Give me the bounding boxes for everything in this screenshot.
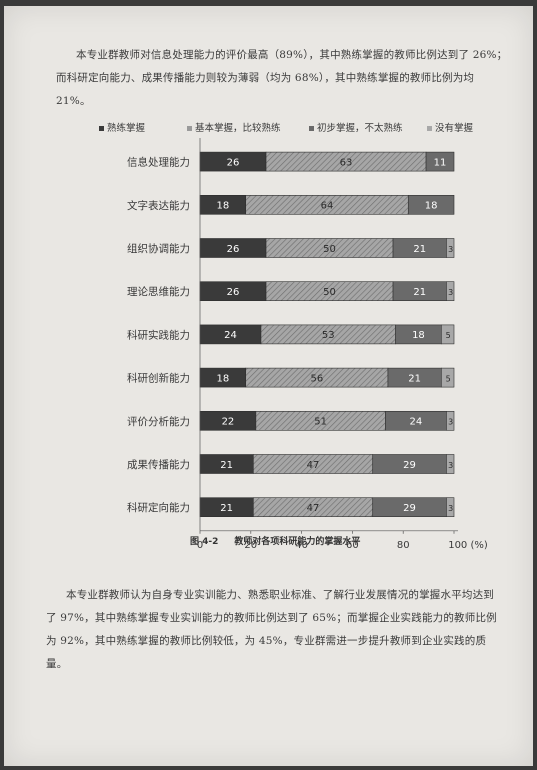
data-label: 26 [227, 287, 240, 298]
data-label: 11 [434, 157, 447, 168]
bar-segment [440, 324, 455, 345]
category-label: 科研定向能力 [127, 501, 190, 514]
book-page: 本专业群教师对信息处理能力的评价最高（89%），其中熟练掌握的教师比例达到了 2… [4, 6, 533, 766]
figure-title: 教师对各项科研能力的掌握水平 [234, 537, 361, 547]
x-tick-label: 100 (%) [448, 540, 488, 551]
data-label: 47 [307, 460, 320, 471]
legend-item-series-3: 没有掌握 [427, 120, 473, 134]
data-label: 21 [408, 373, 421, 384]
data-label: 3 [448, 461, 453, 470]
data-label: 50 [323, 287, 336, 298]
bar-segment [446, 497, 455, 518]
bar-segment [446, 281, 455, 302]
data-label: 63 [340, 157, 353, 168]
data-label: 3 [448, 418, 453, 427]
category-label: 评价分析能力 [127, 415, 190, 428]
legend-item-series-2: 初步掌握，不太熟练 [309, 120, 403, 134]
bar-segment [446, 454, 455, 474]
figure-number: 图 4-2 [190, 537, 219, 547]
data-label: 50 [323, 244, 336, 255]
data-label: 51 [314, 417, 327, 428]
bar-segment [407, 195, 455, 215]
chart-legend: 熟练掌握 基本掌握，比较熟练 初步掌握，不太熟练 没有掌握 [99, 120, 509, 136]
data-label: 29 [403, 460, 416, 471]
bar-segment [446, 238, 455, 258]
category-label: 科研创新能力 [127, 372, 190, 385]
data-label: 18 [412, 330, 425, 341]
data-label: 5 [446, 374, 451, 383]
x-tick-label: 60 [346, 540, 359, 551]
data-label: 18 [216, 373, 229, 384]
paragraph-top: 本专业群教师对信息处理能力的评价最高（89%），其中熟练掌握的教师比例达到了 2… [56, 49, 508, 107]
bar-segment [440, 367, 455, 388]
data-label: 47 [307, 503, 320, 514]
data-label: 21 [220, 460, 233, 471]
bar-segment [425, 151, 455, 172]
legend-item-series-0: 熟练掌握 [99, 120, 145, 134]
data-label: 21 [413, 287, 426, 298]
data-label: 3 [448, 504, 453, 513]
data-label: 21 [220, 503, 233, 514]
x-tick-label: 80 [397, 540, 410, 551]
category-label: 科研实践能力 [127, 328, 190, 341]
data-label: 22 [222, 417, 235, 428]
data-label: 24 [224, 330, 237, 341]
legend-item-series-1: 基本掌握，比较熟练 [187, 120, 281, 134]
category-label: 理论思维能力 [127, 285, 190, 298]
x-tick-label: 0 [197, 540, 203, 551]
data-label: 53 [322, 330, 335, 341]
category-label: 信息处理能力 [127, 156, 190, 169]
x-tick-label: 40 [295, 540, 308, 551]
category-label: 组织协调能力 [127, 242, 190, 255]
data-label: 29 [403, 503, 416, 514]
data-label: 26 [227, 244, 240, 255]
bar-segment [446, 410, 455, 431]
data-label: 3 [448, 245, 453, 254]
data-label: 24 [410, 417, 423, 428]
data-label: 21 [413, 244, 426, 255]
data-label: 5 [446, 331, 451, 340]
figure-caption: 图 4-2 教师对各项科研能力的掌握水平 [190, 534, 360, 547]
paragraph-bottom: 本专业群教师认为自身专业实训能力、熟悉职业标准、了解行业发展情况的掌握水平均达到… [46, 589, 497, 670]
data-label: 64 [321, 201, 334, 212]
x-tick-label: 20 [244, 540, 257, 551]
data-label: 18 [425, 201, 438, 212]
data-label: 26 [227, 157, 240, 168]
data-label: 18 [216, 201, 229, 212]
data-label: 56 [310, 373, 323, 384]
data-label: 3 [448, 288, 453, 297]
category-label: 文字表达能力 [127, 199, 190, 212]
category-label: 成果传播能力 [127, 458, 190, 471]
